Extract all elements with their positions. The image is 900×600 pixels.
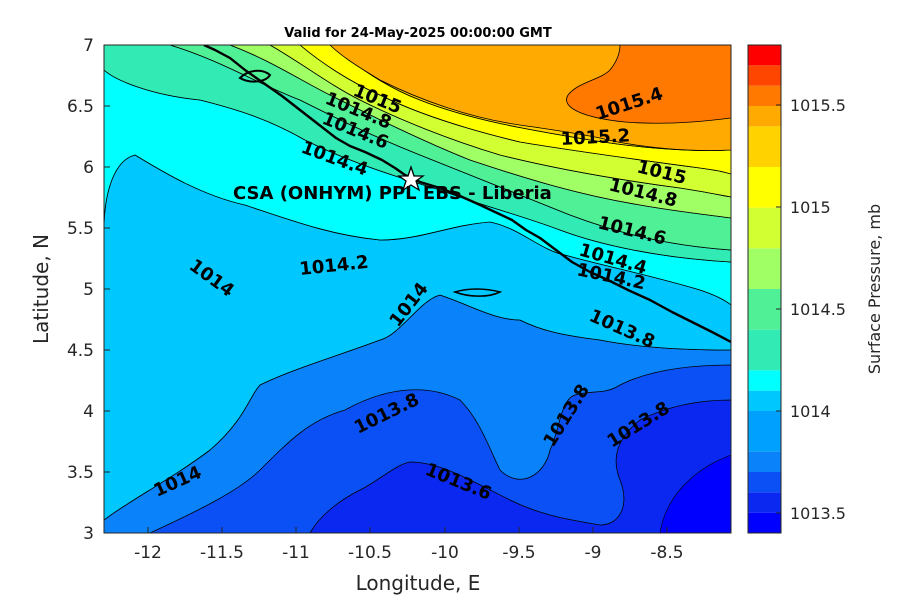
x-axis: -12 -11.5 -11 -10.5 -10 -9.5 -9 -8.5 Lon… — [134, 527, 684, 595]
y-tick-label: 5.5 — [67, 219, 94, 239]
band-1013.5-1013.6 — [309, 399, 731, 533]
colorbar-tick-label: 1013.5 — [790, 504, 846, 523]
x-axis-label: Longitude, E — [356, 571, 481, 595]
colorbar-segment — [748, 390, 781, 411]
x-tick-label: -9 — [585, 543, 602, 563]
y-tick-label: 5 — [83, 280, 94, 300]
pressure-field — [104, 45, 731, 533]
colorbar-segment — [748, 370, 781, 391]
x-tick-label: -11 — [282, 543, 310, 563]
colorbar-frame — [747, 44, 782, 534]
colorbar-segment — [748, 126, 781, 167]
y-tick-label: 4.5 — [67, 341, 94, 361]
colorbar-tick-label: 1014 — [790, 402, 831, 421]
colorbar-segment — [748, 329, 781, 371]
x-tick-label: -12 — [134, 543, 162, 563]
colorbar-segment — [748, 472, 781, 493]
x-tick-label: -10.5 — [348, 543, 392, 563]
colorbar — [748, 45, 781, 533]
site-marker: CSA (ONHYM) PPL EBS - Liberia — [233, 164, 552, 204]
colorbar-tick-label: 1015.5 — [790, 96, 846, 115]
coastline — [203, 45, 731, 344]
colorbar-segment — [748, 248, 781, 289]
y-tick-label: 6 — [83, 158, 94, 178]
y-tick-label: 6.5 — [67, 97, 94, 117]
map-title: Valid for 24-May-2025 00:00:00 GMT — [284, 26, 552, 41]
colorbar-segment — [748, 411, 781, 452]
colorbar-label: Surface Pressure, mb — [865, 204, 884, 374]
contour-label: 1015.2 — [560, 125, 630, 150]
colorbar-segment — [748, 512, 781, 533]
colorbar-segment — [748, 85, 781, 106]
colorbar-segment — [748, 289, 781, 330]
star-icon — [396, 164, 426, 192]
y-tick-label: 7 — [83, 36, 94, 56]
x-tick-label: -11.5 — [200, 543, 244, 563]
colorbar-segment — [748, 106, 781, 127]
colorbar-tick-label: 1014.5 — [790, 300, 846, 319]
band-1013.6-1013.7 — [149, 364, 731, 533]
colorbar-tick-label: 1015 — [790, 198, 831, 217]
site-label: CSA (ONHYM) PPL EBS - Liberia — [233, 183, 552, 204]
colorbar-segment — [748, 451, 781, 472]
colorbar-ticks: 1013.5 1014 1014.5 1015 1015.5 — [776, 96, 846, 523]
colorbar-segment — [748, 65, 781, 86]
y-axis: 3 3.5 4 4.5 5 5.5 6 6.5 7 Latitude, N — [29, 36, 110, 544]
y-tick-label: 3 — [83, 524, 94, 544]
x-tick-label: -8.5 — [650, 543, 683, 563]
colorbar-segment — [748, 167, 781, 208]
colorbar-segment — [748, 492, 781, 513]
x-tick-label: -9.5 — [502, 543, 535, 563]
x-tick-label: -10 — [431, 543, 459, 563]
colorbar-segment — [748, 45, 781, 66]
y-tick-label: 3.5 — [67, 463, 94, 483]
band-1015.5-1015.6 — [566, 45, 731, 124]
y-tick-label: 4 — [83, 402, 94, 422]
colorbar-segment — [748, 207, 781, 249]
y-axis-label: Latitude, N — [29, 234, 53, 344]
